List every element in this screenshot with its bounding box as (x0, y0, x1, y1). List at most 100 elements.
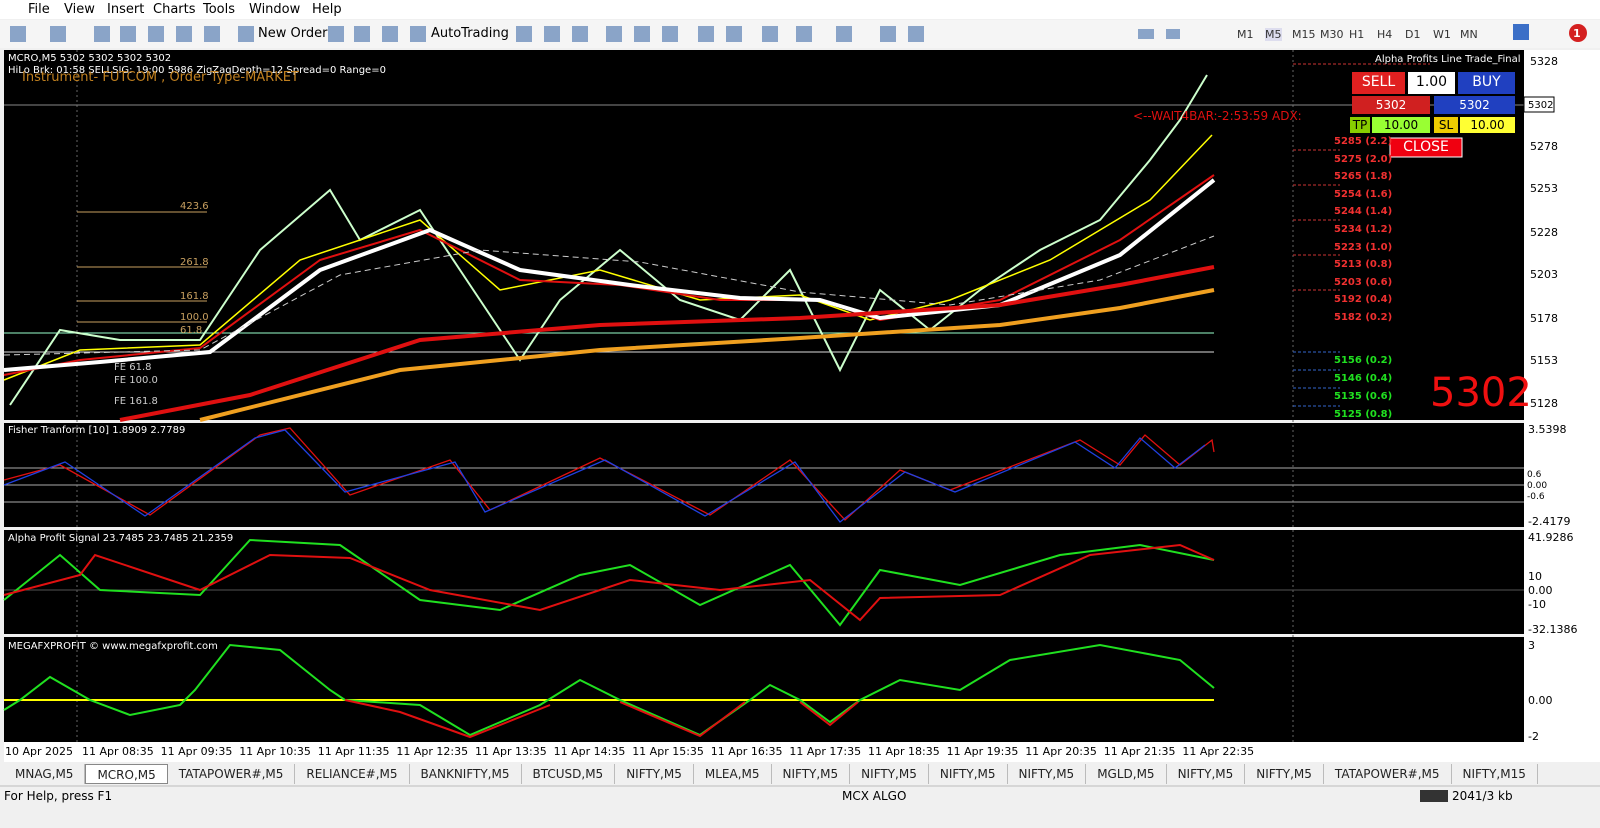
time-axis-label: 11 Apr 15:35 (632, 745, 704, 758)
time-axis-label: 11 Apr 20:35 (1025, 745, 1097, 758)
mega-axis-label: -2 (1528, 730, 1539, 743)
fib-level: 261.8 (180, 257, 209, 268)
level-label: 5265 (1.8) (1334, 171, 1393, 183)
price-axis-label: 5128 (1530, 397, 1558, 410)
timeframe-button[interactable]: MN (1460, 28, 1478, 41)
chart-tab[interactable]: MCRO,M5 (1538, 764, 1550, 784)
timeframe-button[interactable]: H1 (1349, 28, 1365, 41)
fib-level: 423.6 (180, 201, 209, 212)
status-help: For Help, press F1 (4, 789, 113, 803)
chart-tab[interactable]: NIFTY,M5 (772, 764, 851, 784)
new-order-button[interactable]: New Order (258, 26, 328, 41)
chart-tab[interactable]: MCRO,M5 (85, 764, 168, 784)
alpha-title: Alpha Profit Signal 23.7485 23.7485 21.2… (8, 533, 234, 544)
ask-price[interactable]: 5302 (1459, 98, 1490, 112)
instrument-label: Instrument- FUTCOM , Order Type-MARKET (22, 70, 299, 85)
menu-item[interactable]: Window (249, 2, 301, 17)
fisher-axis-label: 3.5398 (1528, 423, 1567, 436)
lots-input[interactable]: 1.00 (1415, 74, 1448, 90)
timeframe-button[interactable]: M1 (1237, 28, 1254, 41)
mega-title: MEGAFXPROFIT © www.megafxprofit.com (8, 641, 218, 652)
tp-label[interactable]: TP (1352, 118, 1368, 132)
menu-item[interactable]: View (64, 2, 95, 17)
sell-button[interactable]: SELL (1361, 74, 1396, 90)
level-label: 5146 (0.4) (1334, 373, 1393, 384)
close-button[interactable]: CLOSE (1403, 139, 1449, 155)
current-price: 5302 (1528, 100, 1554, 111)
chart-tab[interactable]: NIFTY,M5 (929, 764, 1008, 784)
mega-axis-label: 0.00 (1528, 694, 1553, 707)
menu-item[interactable]: File (28, 2, 50, 17)
level-label: 5275 (2.0) (1334, 153, 1393, 165)
chart-tab[interactable]: BTCUSD,M5 (522, 764, 616, 784)
fib-level: 61.8 (180, 325, 203, 336)
time-axis-label: 11 Apr 18:35 (868, 745, 940, 758)
level-label: 5285 (2.2) (1334, 136, 1393, 147)
menu-item[interactable]: Insert (107, 2, 145, 17)
chart-tab[interactable]: MNAG,M5 (4, 764, 86, 784)
chart-tab[interactable]: NIFTY,M5 (1167, 764, 1246, 784)
time-axis-label: 11 Apr 10:35 (239, 745, 311, 758)
fisher-axis-label: 0.00 (1527, 481, 1548, 491)
fe-level: FE 161.8 (114, 396, 158, 407)
mega-axis-label: 3 (1528, 639, 1535, 652)
level-label: 5254 (1.6) (1334, 188, 1393, 200)
big-price: 5302 (1430, 370, 1532, 416)
time-axis-label: 11 Apr 14:35 (553, 745, 626, 758)
chart-tab[interactable]: TATAPOWER#,M5 (1324, 764, 1452, 784)
menu-item[interactable]: Charts (153, 2, 196, 17)
chart-tab[interactable]: NIFTY,M15 (1452, 764, 1538, 784)
status-profile: MCX ALGO (842, 789, 907, 803)
level-label: 5234 (1.2) (1334, 224, 1393, 235)
time-axis-label: 11 Apr 13:35 (475, 745, 547, 758)
wait-label: <--WAIT4BAR:-2:53:59 ADX: (1133, 109, 1302, 123)
chart-tab[interactable]: BANKNIFTY,M5 (410, 764, 522, 784)
chart-tab[interactable]: NIFTY,M5 (850, 764, 929, 784)
time-axis-label: 11 Apr 21:35 (1103, 745, 1176, 758)
chart-tab[interactable]: TATAPOWER#,M5 (168, 764, 296, 784)
autotrading-button[interactable]: AutoTrading (431, 26, 509, 41)
alpha-axis-label: -10 (1528, 598, 1546, 611)
price-axis-label: 5203 (1530, 268, 1558, 281)
alpha-axis-label: 10 (1528, 570, 1542, 583)
buy-button[interactable]: BUY (1472, 74, 1501, 90)
sl-input[interactable]: 10.00 (1470, 118, 1505, 132)
chart-tab[interactable]: MLEA,M5 (694, 764, 772, 784)
timeframe-button[interactable]: M15 (1292, 28, 1316, 41)
chart-tab[interactable]: NIFTY,M5 (1008, 764, 1087, 784)
level-label: 5192 (0.4) (1334, 294, 1393, 306)
fisher-axis-label: -0.6 (1527, 492, 1545, 502)
timeframe-button[interactable]: M5 (1265, 28, 1282, 41)
level-label: 5156 (0.2) (1334, 355, 1393, 366)
level-label: 5213 (0.8) (1334, 259, 1393, 271)
menu-item[interactable]: Tools (203, 2, 236, 17)
time-axis-label: 11 Apr 08:35 (82, 745, 154, 758)
timeframe-button[interactable]: W1 (1433, 28, 1451, 41)
timeframe-button[interactable]: H4 (1377, 28, 1393, 41)
timeframe-button[interactable]: M30 (1320, 28, 1344, 41)
time-axis-label: 11 Apr 09:35 (160, 745, 233, 758)
level-label: 5125 (0.8) (1334, 409, 1393, 420)
chart-tab[interactable]: NIFTY,M5 (1245, 764, 1324, 784)
price-axis-label: 5278 (1530, 140, 1558, 153)
level-label: 5182 (0.2) (1334, 312, 1393, 323)
fisher-axis-label: 0.6 (1527, 470, 1542, 480)
price-axis-label: 5328 (1530, 55, 1558, 68)
menu-item[interactable]: Help (312, 2, 342, 17)
fe-level: FE 61.8 (114, 362, 152, 373)
chart-tab[interactable]: RELIANCE#,M5 (295, 764, 410, 784)
tp-input[interactable]: 10.00 (1383, 118, 1419, 132)
chart-tab[interactable]: NIFTY,M5 (615, 764, 694, 784)
chart-tab[interactable]: MGLD,M5 (1086, 764, 1167, 784)
bid-price[interactable]: 5302 (1375, 98, 1407, 112)
time-axis-label: 11 Apr 22:35 (1182, 745, 1255, 758)
notification-count[interactable]: 1 (1573, 27, 1581, 40)
price-axis-label: 5253 (1530, 182, 1558, 195)
time-axis-label: 11 Apr 17:35 (789, 745, 862, 758)
sl-label[interactable]: SL (1438, 118, 1454, 132)
timeframe-button[interactable]: D1 (1405, 28, 1421, 41)
fisher-axis-label: -2.4179 (1528, 515, 1571, 528)
chart-tabs: MNAG,M5 MCRO,M5 TATAPOWER#,M5 RELIANCE#,M5 B… (4, 764, 1550, 784)
time-axis-label: 11 Apr 11:35 (317, 745, 390, 758)
